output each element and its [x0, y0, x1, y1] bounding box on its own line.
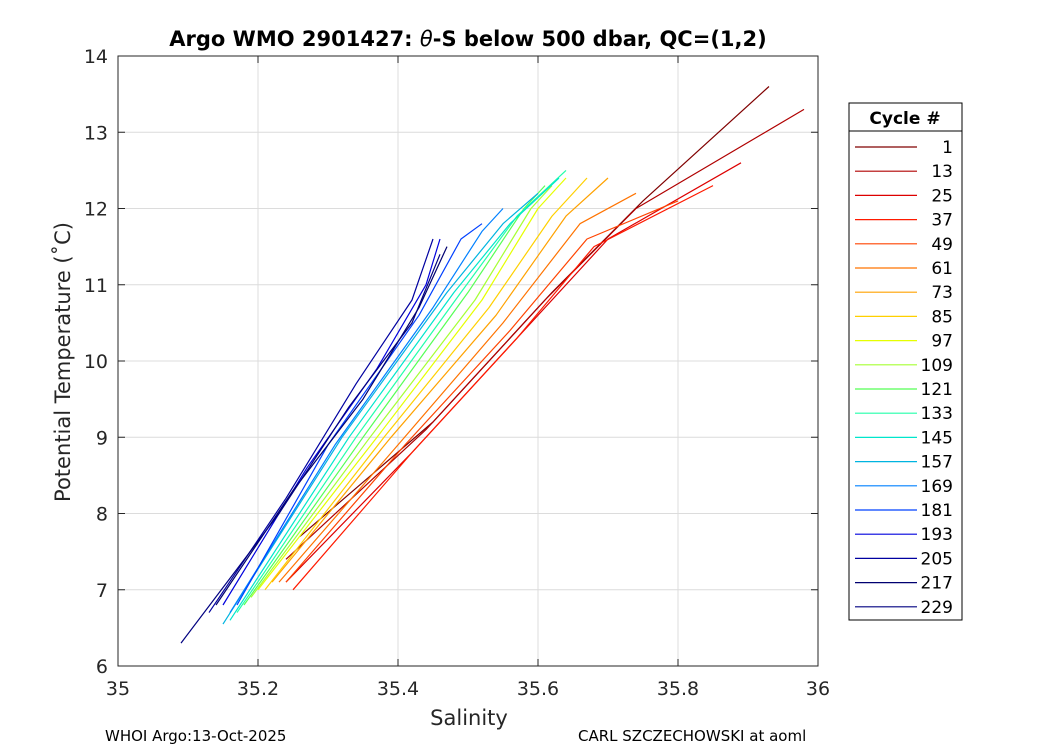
legend-label-13: 13: [931, 162, 953, 182]
chart-title-suffix: -S below 500 dbar, QC=(1,2): [433, 27, 767, 51]
series-line-49: [285, 200, 679, 583]
legend: Cycle # 1 13 25 37 49 61 73 85 97 109 121 133 145 157…: [848, 102, 963, 621]
chart-title-prefix: Argo WMO 2901427:: [169, 27, 420, 51]
x-tick-label: 35.2: [237, 678, 279, 700]
y-tick-label: 8: [96, 504, 108, 526]
legend-label-49: 49: [931, 235, 953, 255]
y-axis-ticks: 6 7 8 9 10 11 12 13 14: [84, 46, 818, 678]
legend-items: 1 13 25 37 49 61 73 85 97 109 121 133 145 157 169 181 19…: [855, 138, 953, 618]
series-line-205: [208, 238, 434, 613]
y-tick-label: 14: [84, 46, 108, 68]
series-line-121: [243, 185, 546, 606]
y-tick-label: 11: [84, 275, 108, 297]
footer-right: CARL SZCZECHOWSKI at aoml: [578, 727, 806, 745]
legend-label-133: 133: [921, 404, 953, 424]
x-tick-label: 35: [106, 678, 130, 700]
series-line-169: [229, 208, 504, 613]
y-axis-label: Potential Temperature (˚C): [51, 222, 75, 502]
legend-label-217: 217: [921, 574, 953, 594]
y-tick-label: 6: [96, 656, 108, 678]
footer-left: WHOI Argo:13-Oct-2025: [105, 727, 286, 745]
y-tick-label: 13: [84, 122, 108, 144]
legend-label-25: 25: [931, 186, 953, 206]
series-line-97: [257, 177, 567, 591]
x-tick-label: 35.8: [657, 678, 699, 700]
y-tick-label: 10: [84, 351, 108, 373]
legend-label-37: 37: [931, 211, 953, 231]
legend-label-109: 109: [921, 356, 953, 376]
series-line-85: [264, 177, 588, 591]
chart-title: Argo WMO 2901427: θ-S below 500 dbar, QC…: [169, 27, 766, 51]
x-tick-label: 35.6: [517, 678, 559, 700]
series-line-229: [180, 254, 441, 644]
series-line-37: [292, 185, 714, 591]
legend-title: Cycle #: [869, 109, 940, 129]
series-line-13: [285, 108, 805, 560]
series-line-145: [229, 177, 560, 621]
legend-label-145: 145: [921, 428, 953, 448]
chart-title-theta: θ: [420, 27, 433, 51]
x-axis-label: Salinity: [430, 706, 508, 730]
legend-label-121: 121: [921, 380, 953, 400]
legend-label-229: 229: [921, 598, 953, 618]
x-axis-ticks: 35 35.2 35.4 35.6 35.8 36: [106, 56, 830, 700]
legend-label-205: 205: [921, 549, 953, 569]
series-layer: [180, 86, 805, 644]
legend-label-193: 193: [921, 525, 953, 545]
legend-label-181: 181: [921, 501, 953, 521]
series-line-109: [250, 185, 553, 598]
y-tick-label: 9: [96, 427, 108, 449]
x-tick-label: 36: [806, 678, 830, 700]
series-line-133: [236, 169, 567, 613]
legend-label-157: 157: [921, 453, 953, 473]
series-line-157: [222, 192, 539, 625]
legend-label-61: 61: [931, 259, 953, 279]
series-line-61: [278, 192, 637, 583]
x-tick-label: 35.4: [377, 678, 419, 700]
series-line-181: [236, 223, 483, 606]
y-tick-label: 7: [96, 580, 108, 602]
legend-label-169: 169: [921, 477, 953, 497]
y-tick-label: 12: [84, 199, 108, 221]
legend-label-85: 85: [931, 307, 953, 327]
legend-label-97: 97: [931, 332, 953, 352]
legend-label-1: 1: [942, 138, 953, 158]
legend-label-73: 73: [931, 283, 953, 303]
series-line-73: [271, 177, 609, 583]
